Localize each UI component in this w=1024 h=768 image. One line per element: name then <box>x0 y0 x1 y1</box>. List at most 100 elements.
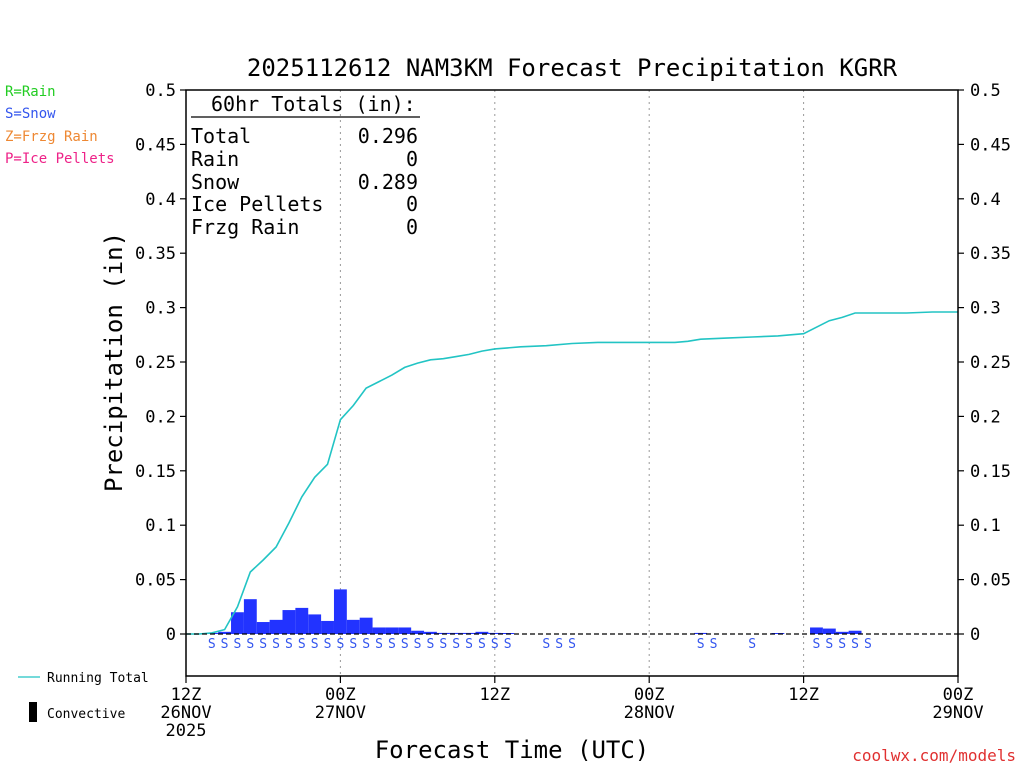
x-tick-label: 2025 <box>166 721 207 741</box>
snow-marker: S <box>349 637 357 652</box>
snow-marker: S <box>336 637 344 652</box>
snow-marker: S <box>401 637 409 652</box>
snow-marker: S <box>478 637 486 652</box>
snow-marker: S <box>311 637 319 652</box>
y-tick-label-left: 0 <box>166 625 176 645</box>
chart-title: 2025112612 NAM3KM Forecast Precipitation… <box>247 54 898 82</box>
y-tick-label-right: 0.15 <box>970 462 1011 482</box>
snow-marker: S <box>414 637 422 652</box>
legend-snow: S=Snow <box>5 106 56 122</box>
y-tick-label-right: 0.5 <box>970 81 1001 101</box>
snow-marker: S <box>208 637 216 652</box>
plot-frame <box>185 89 959 677</box>
y-axis-label: Precipitation (in) <box>100 232 128 492</box>
precip-bar <box>269 619 283 634</box>
precip-bar <box>346 619 360 634</box>
snow-marker: S <box>388 637 396 652</box>
precip-bar <box>475 631 489 634</box>
y-tick-label-right: 0.05 <box>970 571 1011 591</box>
precip-bar <box>333 589 347 634</box>
running-total-line <box>186 311 958 635</box>
x-tick-label: 28NOV <box>624 703 675 723</box>
snow-marker: S <box>864 637 872 652</box>
totals-value-snow: 0.289 <box>358 170 418 194</box>
snow-marker: S <box>465 637 473 652</box>
precip-bar <box>810 627 823 634</box>
precip-bar <box>308 614 322 634</box>
y-tick-label-right: 0 <box>970 625 980 645</box>
totals-header: 60hr Totals (in): <box>211 92 416 116</box>
precip-bar <box>359 617 373 634</box>
convective-legend-label: Convective <box>47 707 125 722</box>
snow-marker: S <box>272 637 280 652</box>
precip-bar <box>835 631 849 634</box>
precip-bar <box>424 631 437 634</box>
snow-marker: S <box>748 637 756 652</box>
convective-legend-swatch <box>29 702 37 722</box>
precip-bar <box>848 630 862 634</box>
y-tick-label-left: 0.25 <box>135 353 176 373</box>
y-tick-label-right: 0.35 <box>970 244 1011 264</box>
snow-marker: S <box>375 637 383 652</box>
precip-bar <box>398 627 412 634</box>
snow-marker: S <box>838 637 846 652</box>
snow-marker: S <box>825 637 833 652</box>
totals-label-rain: Rain <box>191 147 239 171</box>
snow-marker: S <box>452 637 460 652</box>
snow-marker: S <box>298 637 306 652</box>
gridlines <box>339 90 805 676</box>
y-tick-label-left: 0.35 <box>135 244 176 264</box>
precip-bar <box>243 599 257 634</box>
snow-marker: S <box>259 637 267 652</box>
x-tick-label: 00Z <box>943 685 974 705</box>
precip-bar <box>256 622 270 634</box>
snow-marker: S <box>324 637 332 652</box>
snow-marker: S <box>234 637 242 652</box>
y-tick-label-right: 0.45 <box>970 135 1011 155</box>
snow-marker: S <box>851 637 859 652</box>
y-tick-label-left: 0.3 <box>145 299 176 319</box>
precip-bars <box>205 589 862 634</box>
y-tick-label-left: 0.1 <box>145 516 176 536</box>
precip-bar <box>321 620 334 634</box>
snow-marker: S <box>568 637 576 652</box>
precip-bar <box>449 632 463 634</box>
precip-bar <box>218 631 232 634</box>
totals-label-total: Total <box>191 124 251 148</box>
y-tick-label-left: 0.5 <box>145 81 176 101</box>
snow-marker: S <box>555 637 563 652</box>
y-tick-label-left: 0.2 <box>145 407 176 427</box>
x-tick-label: 12Z <box>171 685 202 705</box>
snow-marker: S <box>285 637 293 652</box>
precip-bar <box>411 630 425 634</box>
x-tick-label: 27NOV <box>315 703 366 723</box>
x-tick-label: 26NOV <box>160 703 211 723</box>
totals-value-rain: 0 <box>406 147 418 171</box>
totals-value-frzg-rain: 0 <box>406 215 418 239</box>
precip-bar <box>231 612 244 634</box>
running-total-legend-label: Running Total <box>47 671 149 686</box>
precip-bar <box>295 607 309 634</box>
snow-marker: S <box>542 637 550 652</box>
x-axis-label: Forecast Time (UTC) <box>375 736 650 764</box>
legend-rain: R=Rain <box>5 84 56 100</box>
snow-marker: S <box>362 637 370 652</box>
y-tick-label-right: 0.4 <box>970 190 1001 210</box>
totals-box: 60hr Totals (in): Total 0.296 Rain 0 Sno… <box>191 92 420 239</box>
totals-label-ice-pellets: Ice Pellets <box>191 192 323 216</box>
snow-marker: S <box>504 637 512 652</box>
totals-value-total: 0.296 <box>358 124 418 148</box>
y-tick-label-left: 0.4 <box>145 190 176 210</box>
snow-marker: S <box>491 637 499 652</box>
precip-bar <box>771 633 785 634</box>
legend-ice-pellets: P=Ice Pellets <box>5 151 115 167</box>
x-tick-label: 12Z <box>479 685 510 705</box>
snow-marker: S <box>710 637 718 652</box>
totals-label-frzg-rain: Frzg Rain <box>191 215 299 239</box>
snow-marker: S <box>813 637 821 652</box>
precip-bar <box>372 627 386 634</box>
y-tick-label-left: 0.15 <box>135 462 176 482</box>
